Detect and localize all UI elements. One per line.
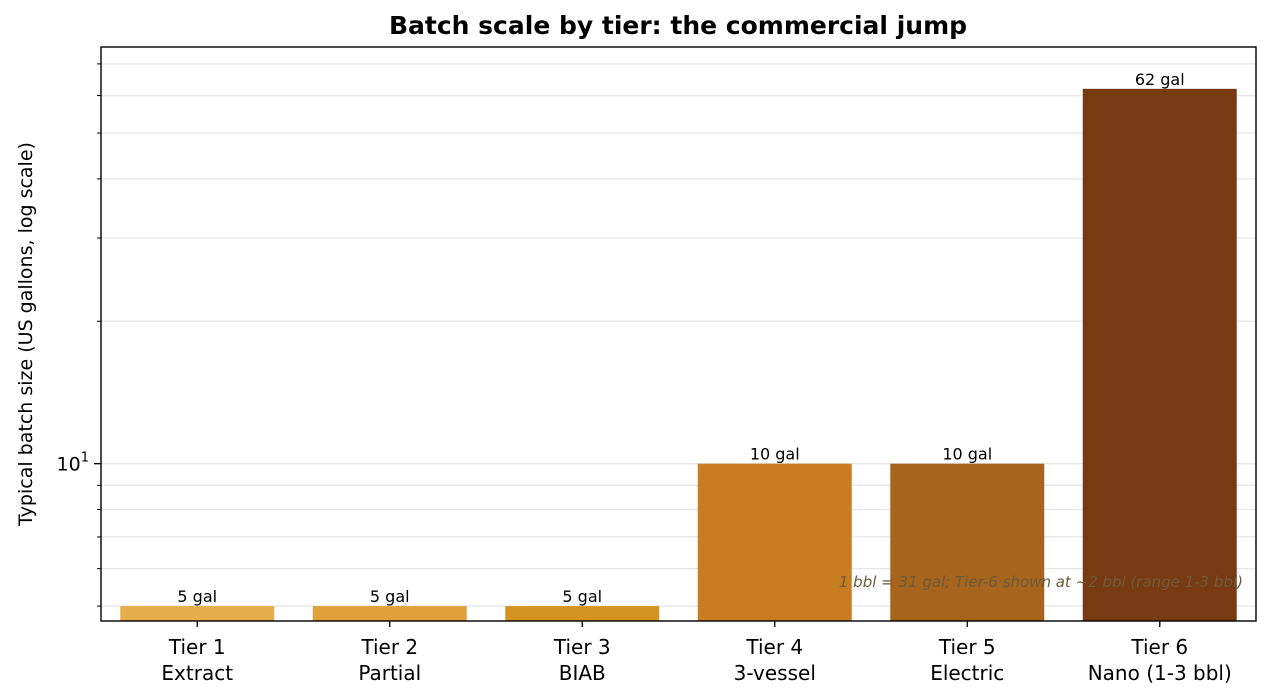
x-tick-sublabel: Nano (1-3 bbl) [1088,661,1232,685]
plot-frame [100,46,1257,622]
x-tick-sublabel: 3-vessel [734,661,816,685]
chart-title: Batch scale by tier: the commercial jump [389,11,967,40]
bar [312,606,467,621]
x-tick-label: Tier 1 [168,635,226,659]
y-axis-ticks: 101 [57,63,101,607]
bar-value-label: 10 gal [750,445,800,464]
y-tick-label: 101 [57,451,89,476]
x-tick-label: Tier 4 [745,635,803,659]
bar [1082,88,1237,622]
x-tick-sublabel: Electric [930,661,1004,685]
bar [890,463,1045,621]
bar-value-label: 10 gal [942,445,992,464]
chart-annotation: 1 bbl = 31 gal; Tier-6 shown at ~2 bbl (… [839,573,1243,591]
bar [697,463,852,621]
grid-lines [101,63,1256,607]
bar-value-label: 5 gal [562,587,602,606]
data-labels: 5 gal 5 gal 5 gal 10 gal 10 gal 62 gal [177,70,1184,606]
bar-value-label: 5 gal [370,587,410,606]
x-tick-sublabel: BIAB [559,661,606,685]
bar-value-label: 5 gal [177,587,217,606]
y-axis-label: Typical batch size (US gallons, log scal… [15,142,37,527]
x-tick-label: Tier 3 [553,635,611,659]
bars [120,88,1237,622]
bar [120,606,275,621]
x-tick-label: Tier 6 [1130,635,1188,659]
x-tick-label: Tier 2 [360,635,418,659]
bar-value-label: 62 gal [1135,70,1185,89]
bar [505,606,660,621]
x-tick-label: Tier 5 [938,635,996,659]
x-tick-sublabel: Partial [358,661,421,685]
x-tick-sublabel: Extract [161,661,233,685]
